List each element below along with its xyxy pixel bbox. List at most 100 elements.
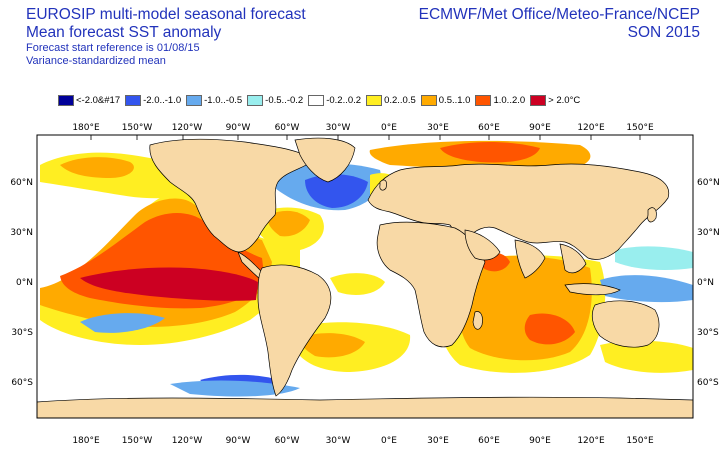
forecast-start-note: Forecast start reference is 01/08/15 xyxy=(26,42,200,54)
indochina-land xyxy=(559,243,587,274)
south-australia-yellow xyxy=(600,340,693,373)
uk-land xyxy=(379,179,387,191)
lat-label: 0°N xyxy=(16,278,33,288)
legend-swatch xyxy=(58,94,74,106)
legend-item: -1.0..-0.5 xyxy=(186,94,243,106)
legend-item: -2.0..-1.0 xyxy=(125,94,182,106)
australia-land xyxy=(591,300,660,348)
lat-labels-right: 60°N 30°N 0°N 30°S 60°S xyxy=(697,178,720,388)
lon-label: 60°W xyxy=(275,436,300,446)
greenland-land xyxy=(294,137,356,183)
lat-label: 60°S xyxy=(697,378,719,388)
africa-land xyxy=(376,221,486,348)
lon-label: 120°W xyxy=(172,436,203,446)
lon-label: 90°E xyxy=(529,436,551,446)
lon-labels-top: 180°E 150°W 120°W 90°W 60°W 30°W 0°E 30°… xyxy=(72,123,654,133)
antarctica-land xyxy=(37,396,693,418)
map-subtitle: Mean forecast SST anomaly xyxy=(26,24,222,41)
legend-label: -0.2..0.2 xyxy=(326,94,362,106)
lon-label: 90°E xyxy=(529,123,551,133)
legend-swatch xyxy=(366,94,383,106)
lat-label: 0°N xyxy=(697,278,714,288)
lat-label: 30°N xyxy=(697,228,720,238)
lon-label: 30°W xyxy=(326,123,351,133)
lon-label: 90°W xyxy=(226,123,251,133)
legend-swatch xyxy=(530,94,547,106)
legend-label: 1.0..2.0 xyxy=(493,94,526,106)
south-pacific-lightblue xyxy=(80,313,165,333)
lat-label: 60°N xyxy=(697,178,720,188)
west-pacific-cyan xyxy=(615,246,693,270)
lat-label: 60°S xyxy=(11,378,33,388)
india-land xyxy=(514,239,546,279)
institutions-label: ECMWF/Met Office/Meteo-France/NCEP xyxy=(418,6,700,23)
legend-label: <-2.0&#17 xyxy=(76,94,121,106)
southern-ocean-lightblue xyxy=(170,380,300,397)
legend-swatch xyxy=(186,94,203,106)
lon-label: 90°W xyxy=(226,436,251,446)
legend-swatch xyxy=(420,94,437,106)
gulf-stream-orange xyxy=(267,210,310,237)
lon-label: 0°E xyxy=(381,123,397,133)
legend-item: 1.0..2.0 xyxy=(475,94,526,106)
south-atlantic-orange xyxy=(300,333,365,358)
lat-label: 30°N xyxy=(10,228,33,238)
lat-label: 30°S xyxy=(697,328,719,338)
legend-item: 0.5..1.0 xyxy=(420,94,471,106)
lon-label: 30°E xyxy=(427,123,449,133)
legend-label: -1.0..-0.5 xyxy=(204,94,243,106)
japan-land xyxy=(647,207,657,223)
lon-label: 120°E xyxy=(577,436,605,446)
lon-label: 150°E xyxy=(626,123,654,133)
lon-label: 120°W xyxy=(172,123,203,133)
lat-label: 30°S xyxy=(11,328,33,338)
north-atlantic-blue xyxy=(305,174,368,208)
legend-label: -0.5..-0.2 xyxy=(265,94,304,106)
lon-label: 30°W xyxy=(326,436,351,446)
lon-label: 150°E xyxy=(626,436,654,446)
legend-label: > 2.0°C xyxy=(548,94,581,106)
lon-label: 60°E xyxy=(478,436,500,446)
legend-item: <-2.0&#17 xyxy=(58,94,121,106)
legend-swatch xyxy=(125,94,142,106)
legend-item: -0.5..-0.2 xyxy=(247,94,304,106)
nino-core-region xyxy=(80,267,258,301)
south-america-land xyxy=(257,264,332,397)
header-left: EUROSIP multi-model seasonal forecast Me… xyxy=(26,6,306,68)
legend-item: -0.2..0.2 xyxy=(308,94,362,106)
eurasia-land xyxy=(367,163,670,260)
lat-labels-left: 60°N 30°N 0°N 30°S 60°S xyxy=(10,178,33,388)
legend-swatch xyxy=(475,94,492,106)
map-title: EUROSIP multi-model seasonal forecast xyxy=(26,6,306,23)
legend-swatch xyxy=(308,94,325,106)
indian-ocean-red xyxy=(524,313,575,345)
indonesia-land xyxy=(564,283,621,296)
lon-label: 150°W xyxy=(122,436,153,446)
map-border xyxy=(36,134,694,419)
legend-item: > 2.0°C xyxy=(530,94,581,106)
lon-label: 120°E xyxy=(577,123,605,133)
lon-label: 180°E xyxy=(72,436,100,446)
lon-label: 0°E xyxy=(381,436,397,446)
lon-labels-bottom: 180°E 150°W 120°W 90°W 60°W 30°W 0°E 30°… xyxy=(72,436,654,446)
legend-swatch xyxy=(247,94,264,106)
legend-item: 0.2..0.5 xyxy=(366,94,416,106)
variance-note: Variance-standardized mean xyxy=(26,55,166,67)
lon-label: 60°E xyxy=(478,123,500,133)
barents-red xyxy=(440,142,540,163)
legend-label: 0.2..0.5 xyxy=(384,94,416,106)
equatorial-atlantic-yellow xyxy=(330,273,385,295)
lon-label: 60°W xyxy=(275,123,300,133)
west-pacific-lightblue xyxy=(600,275,693,303)
lon-label: 180°E xyxy=(72,123,100,133)
legend-label: -2.0..-1.0 xyxy=(143,94,182,106)
season-label: SON 2015 xyxy=(627,24,700,41)
legend-label: 0.5..1.0 xyxy=(438,94,471,106)
north-america-land xyxy=(149,138,316,253)
lon-label: 30°E xyxy=(427,436,449,446)
legend: <-2.0&#17 -2.0..-1.0 -1.0..-0.5 -0.5..-0… xyxy=(58,93,585,107)
lat-label: 60°N xyxy=(10,178,33,188)
north-pacific-orange xyxy=(60,157,134,178)
land-masses xyxy=(37,137,693,418)
